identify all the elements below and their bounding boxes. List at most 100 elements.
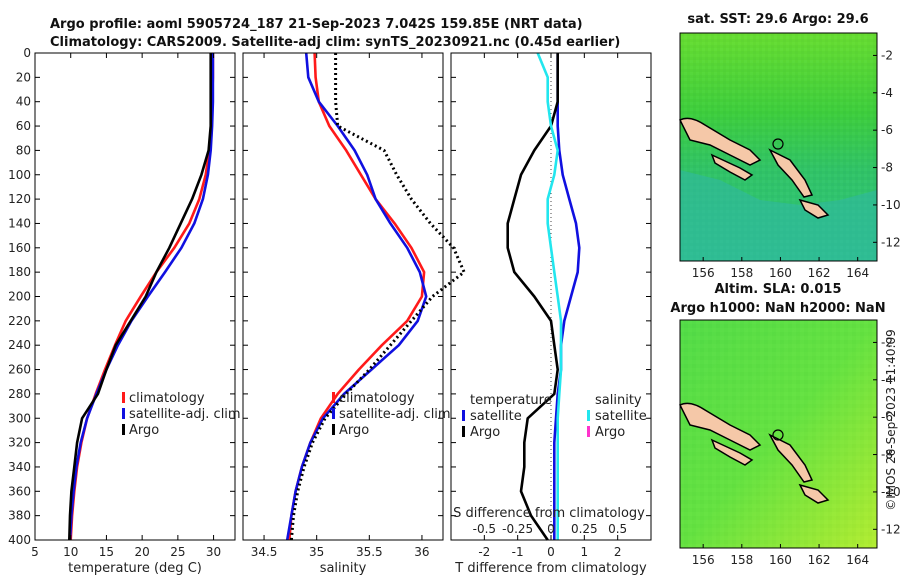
- sst-map-cool-region: [680, 170, 877, 261]
- sst-map-xtick-label: 158: [730, 266, 753, 280]
- temperature-xtick-label: 15: [99, 545, 114, 559]
- sst-map-xtick-label: 156: [692, 266, 715, 280]
- depth-tick-label: 280: [8, 387, 31, 401]
- difference-legend-salinity-label: satellite: [595, 409, 647, 424]
- salinity-xtick-label: 36: [414, 545, 429, 559]
- temperature-series-climatology: [69, 53, 215, 541]
- depth-tick-label: 140: [8, 216, 31, 230]
- sla-map-xtick-label: 160: [769, 553, 792, 567]
- depth-tick-label: 0: [23, 46, 31, 60]
- difference-xtick-label: 2: [614, 545, 622, 559]
- depth-tick-label: 260: [8, 363, 31, 377]
- temperature-xtick-label: 5: [31, 545, 39, 559]
- sst-map-ytick-label: -8: [881, 161, 893, 175]
- depth-tick-label: 80: [16, 143, 31, 157]
- salinity-xtick-label: 35: [309, 545, 324, 559]
- difference-legend-temperature-swatch: [462, 410, 465, 421]
- difference-xtick-label: 1: [581, 545, 589, 559]
- sst-map-island-malaita: [768, 148, 814, 198]
- sla-map-frame: [679, 319, 878, 549]
- depth-tick-label: 320: [8, 436, 31, 450]
- sla-map-ytick-label: -10: [881, 485, 900, 499]
- sst-map: 156 158 160 162 164 -2 -4 -6 -8 -10 -12: [678, 32, 900, 280]
- depth-tick-label: 400: [8, 533, 31, 547]
- depth-tick-label: 240: [8, 338, 31, 352]
- salinity-series-satellite-adj-clim: [285, 52, 428, 541]
- difference-legend-temperature-swatch: [462, 426, 465, 437]
- depth-tick-label: 340: [8, 460, 31, 474]
- temperature-xtick-label: 25: [170, 545, 185, 559]
- sst-map-ticks: 156 158 160 162 164 -2 -4 -6 -8 -10 -12: [692, 48, 900, 280]
- sla-map-xtick-label: 164: [846, 553, 869, 567]
- salinity-legend-label: Argo: [339, 423, 369, 438]
- difference-series-t-satellite: [552, 53, 581, 540]
- depth-tick-label: 40: [16, 95, 31, 109]
- difference-top-tick-label: -0.25: [502, 522, 533, 536]
- depth-tick-label: 160: [8, 241, 31, 255]
- figure-title-line1: Argo profile: aoml 5905724_187 21-Sep-20…: [50, 17, 583, 32]
- temperature-legend-label: satellite-adj. clim: [129, 407, 241, 422]
- depth-tick-label: 180: [8, 265, 31, 279]
- sst-map-island-new-georgia: [678, 117, 762, 166]
- depth-tick-label: 360: [8, 484, 31, 498]
- sla-map-ytick-label: -2: [881, 335, 893, 349]
- temperature-legend-label: climatology: [129, 391, 205, 406]
- difference-series-t-argo: [506, 53, 560, 541]
- figure-title-line2: Climatology: CARS2009. Satellite-adj cli…: [50, 35, 620, 50]
- salinity-series-argo: [289, 53, 466, 541]
- sst-map-ytick-label: -10: [881, 198, 900, 212]
- salinity-series-climatology: [288, 52, 426, 541]
- temperature-xtick-label: 30: [206, 545, 221, 559]
- salinity-legend-label: climatology: [339, 391, 415, 406]
- sst-map-xtick-label: 160: [769, 266, 792, 280]
- depth-tick-label: 120: [8, 192, 31, 206]
- sst-map-island-makira: [798, 198, 830, 219]
- sla-map-island-makira: [798, 483, 830, 504]
- sla-map-texture: [680, 320, 877, 548]
- sst-map-title: sat. SST: 29.6 Argo: 29.6: [687, 12, 868, 27]
- sst-map-ytick-label: -2: [881, 48, 893, 62]
- difference-xlabel-top: S difference from climatology: [453, 506, 645, 521]
- sla-map-argo-marker: [772, 429, 784, 441]
- difference-xtick-label: -1: [512, 545, 524, 559]
- temperature-legend-swatch: [122, 424, 125, 435]
- difference-legend-temperature-title: temperature: [470, 393, 552, 408]
- temperature-xtick-label: 10: [63, 545, 78, 559]
- sst-map-xtick-label: 162: [808, 266, 831, 280]
- depth-tick-label: 100: [8, 168, 31, 182]
- temperature-xtick-label: 20: [135, 545, 150, 559]
- temperature-series-argo: [68, 53, 212, 541]
- imos-credit: ©IMOS 26-Sep-2023 11:40:09: [884, 329, 898, 511]
- difference-top-tick-label: 0: [547, 522, 555, 536]
- depth-tick-label: 60: [16, 119, 31, 133]
- temperature-legend-label: Argo: [129, 423, 159, 438]
- sla-map-ytick-label: -8: [881, 448, 893, 462]
- difference-legend-salinity-label: Argo: [595, 425, 625, 440]
- depth-tick-label: 220: [8, 314, 31, 328]
- sla-map: 156 158 160 162 164 -2 -4 -6 -8 -10 -12: [678, 319, 900, 567]
- difference-xtick-label: 0: [547, 545, 555, 559]
- sst-map-ytick-label: -6: [881, 123, 893, 137]
- sla-map-ytick-label: -6: [881, 410, 893, 424]
- salinity-frame: [242, 52, 444, 541]
- sla-map-xtick-label: 156: [692, 553, 715, 567]
- salinity-xlabel: salinity: [320, 561, 367, 576]
- salinity-legend-swatch: [332, 392, 335, 403]
- depth-tick-label: 20: [16, 70, 31, 84]
- sla-map-ytick-label: -12: [881, 522, 900, 536]
- temperature-legend-swatch: [122, 392, 125, 403]
- sla-map-ticks: 156 158 160 162 164 -2 -4 -6 -8 -10 -12: [692, 335, 900, 567]
- difference-series-s-satellite: [536, 52, 563, 540]
- temperature-frame: [34, 52, 236, 541]
- difference-legend-salinity-swatch: [587, 410, 590, 421]
- difference-top-tick-label: -0.5: [473, 522, 496, 536]
- temperature-xlabel: temperature (deg C): [68, 561, 202, 576]
- sla-map-title-line2: Argo h1000: NaN h2000: NaN: [670, 301, 885, 316]
- difference-panel: -2 -1 0 1 2 T difference from climatology temp…: [450, 52, 652, 576]
- sst-map-frame: [679, 32, 878, 262]
- difference-xtick-label: -2: [478, 545, 490, 559]
- temperature-legend-swatch: [122, 408, 125, 419]
- difference-top-tick-label: 0.25: [571, 522, 598, 536]
